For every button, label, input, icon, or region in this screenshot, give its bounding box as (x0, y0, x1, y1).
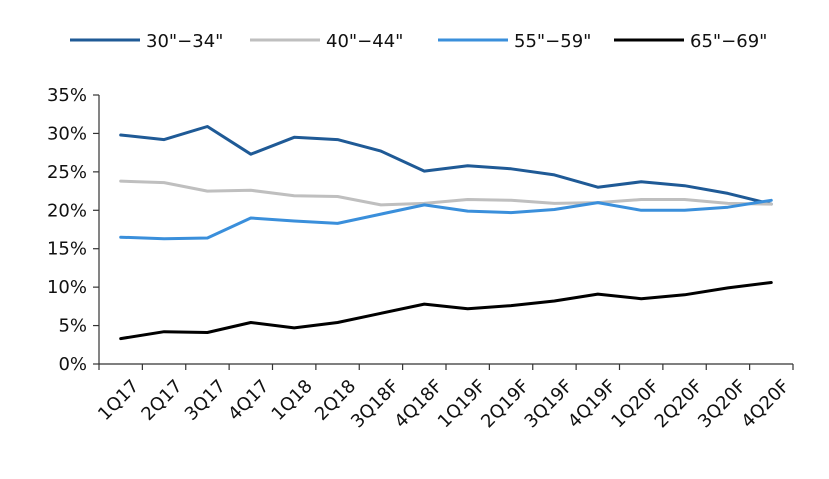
y-tick-label: 20% (47, 200, 87, 221)
x-tick-label: 3Q18F (347, 376, 403, 432)
x-tick-label: 2Q20F (651, 376, 707, 432)
x-tick-label: 4Q17 (224, 376, 273, 425)
series-line-65-69 (119, 281, 773, 341)
x-tick-label: 1Q18 (268, 376, 317, 425)
x-tick-label: 1Q17 (94, 376, 143, 425)
series-group (119, 125, 773, 341)
y-tick-label: 35% (47, 85, 87, 106)
y-tick-label: 15% (47, 239, 87, 260)
y-axis: 0% 5% 10% 15% 20% 25% 30% 35% (47, 85, 100, 375)
y-tick-label: 0% (58, 354, 87, 375)
x-tick-label: 2Q17 (137, 376, 186, 425)
x-tick-label: 3Q20F (694, 376, 750, 432)
y-tick-label: 25% (47, 162, 87, 183)
series-line-30-34 (119, 125, 773, 206)
x-tick-label: 2Q19F (477, 376, 533, 432)
x-tick-label: 4Q19F (564, 376, 620, 432)
legend-label-40-44: 40"−44" (326, 31, 403, 52)
legend-label-55-59: 55"−59" (514, 31, 591, 52)
legend-label-30-34: 30"−34" (146, 31, 223, 52)
x-tick-label: 1Q19F (434, 376, 490, 432)
x-tick-label: 4Q20F (737, 376, 793, 432)
x-tick-label: 1Q20F (607, 376, 663, 432)
x-axis: 1Q172Q173Q174Q171Q182Q183Q18F4Q18F1Q19F2… (94, 363, 794, 432)
y-tick-label: 30% (47, 123, 87, 144)
x-tick-label: 4Q18F (390, 376, 446, 432)
x-tick-label: 3Q17 (181, 376, 230, 425)
chart-legend: 30"−34" 40"−44" 55"−59" 65"−69" (70, 31, 767, 52)
series-line-40-44 (119, 179, 773, 207)
y-tick-label: 10% (47, 277, 87, 298)
x-tick-label: 3Q19F (521, 376, 577, 432)
legend-label-65-69: 65"−69" (690, 31, 767, 52)
series-line-55-59 (119, 198, 773, 241)
y-tick-label: 5% (58, 316, 87, 337)
